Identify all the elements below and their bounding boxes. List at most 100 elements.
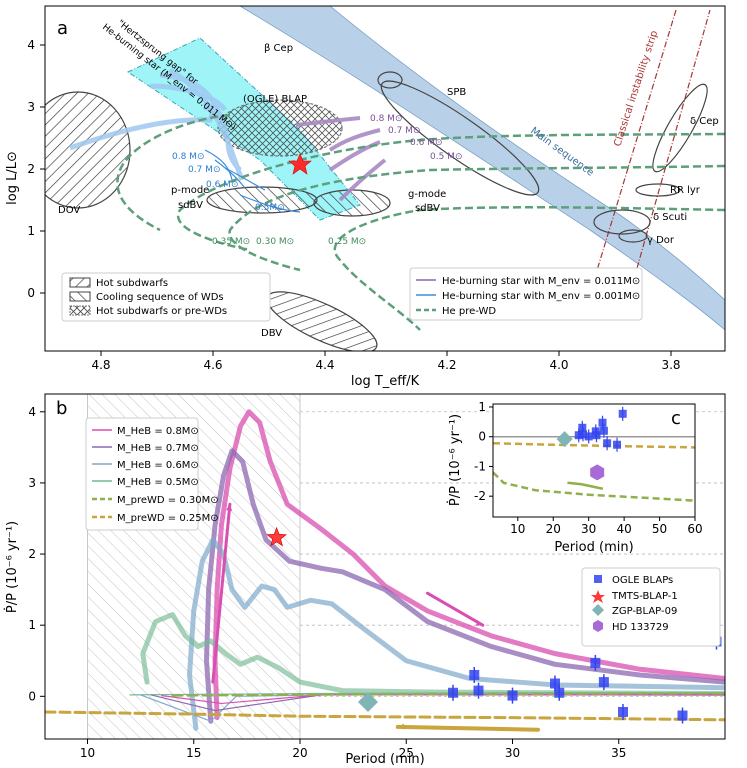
panel-c-letter: c: [671, 408, 681, 429]
arrowhead-rise: [226, 504, 233, 511]
c-ogle-point-1: [578, 423, 587, 432]
a-ytick-4: 4: [27, 38, 35, 52]
c-ogle-point-3: [584, 432, 593, 441]
b-xtick-30: 30: [505, 746, 520, 760]
panel-c-frame: [492, 403, 696, 518]
panel-b-data-points: [266, 526, 722, 724]
he-burning-0.011-tracks: [295, 116, 387, 202]
b-xtick-35: 35: [611, 746, 626, 760]
c-track-prewd-0.25: [493, 442, 695, 449]
p-mode-label: p-mode: [171, 185, 209, 196]
g-mode-sdbv-region: [313, 189, 391, 217]
a-xtick-4.0: 4.0: [549, 358, 568, 372]
delta-cep-label: δ Cep: [690, 116, 719, 127]
panel-b-legend: M_HeB = 0.8M⊙ M_HeB = 0.7M⊙ M_HeB = 0.6M…: [85, 417, 219, 531]
b-xtick-10: 10: [80, 746, 95, 760]
arrow-descend: [426, 591, 485, 627]
blue-mass-label-0.8: 0.8 M⊙: [172, 152, 204, 162]
g-mode-sdbv-label: sdBV: [415, 203, 440, 214]
panel-c-ticks: 10 20 30 40 50 60 -2 -1 0 1: [474, 400, 703, 536]
c-xtick-50: 50: [652, 522, 667, 536]
tmts-blap-1-star-a: [288, 153, 312, 175]
blue-mass-label-0.6: 0.6 M⊙: [206, 180, 238, 190]
legend-mheb-0.6: M_HeB = 0.6M⊙: [117, 460, 199, 471]
c-ogle-point-5: [592, 431, 601, 440]
panel-a-x-ticks: [100, 351, 672, 356]
he-burning-0.001-tracks: [204, 149, 301, 213]
green-mass-label-0.25: 0.25 M⊙: [328, 237, 366, 247]
a-ytick-0: 0: [27, 286, 35, 300]
legend-wd-cooling: Cooling sequence of WDs: [96, 292, 224, 303]
dov-label: DOV: [58, 205, 80, 216]
legend-mheb-0.8: M_HeB = 0.8M⊙: [117, 426, 199, 437]
c-hd-133729-point: [590, 464, 605, 481]
legend-ogle-blaps: OGLE BLAPs: [612, 575, 673, 586]
track-mprewd-0.30: [171, 692, 725, 697]
g-mode-label: g-mode: [408, 189, 446, 200]
blap-label: (OGLE) BLAP: [243, 94, 307, 105]
instability-strip-left: [587, 9, 677, 301]
ogle-blap-point-2: [473, 685, 484, 696]
c-ogle-point-7: [599, 426, 608, 435]
c-ogle-point-6: [598, 418, 607, 427]
ogle-blap-point-4: [550, 678, 560, 689]
c-xtick-40: 40: [616, 522, 631, 536]
legend-mprewd-0.25: M_preWD = 0.25M⊙: [117, 513, 219, 524]
tmts-blap-1-point: [266, 526, 287, 547]
b-xtick-25: 25: [399, 746, 414, 760]
arrowhead-descend: [475, 620, 483, 626]
panel-b-tracks: [45, 409, 725, 732]
instability-strip-label: Classical instability strip: [612, 29, 660, 148]
panel-a-legend-left: Hot subdwarfs Cooling sequence of WDs Ho…: [61, 272, 271, 322]
purple-mass-label-0.6: 0.6 M⊙: [410, 138, 442, 148]
b-xlabel: Period (min): [345, 752, 424, 767]
a-xlabel: log T_eff/K: [351, 374, 420, 389]
c-track-prewd-0.30: [493, 471, 695, 502]
a-xtick-4.8: 4.8: [91, 358, 110, 372]
panel-c-data-points: [556, 406, 627, 481]
a-xtick-3.8: 3.8: [661, 358, 680, 372]
a-ytick-1: 1: [27, 224, 35, 238]
b-xtick-20: 20: [292, 746, 307, 760]
p-mode-sdbv-label: sdBV: [178, 200, 203, 211]
ogle-blap-point-8: [618, 706, 628, 717]
ogle-blap-point-0: [448, 687, 458, 698]
delta-scuti-label: δ Scuti: [653, 212, 687, 223]
panel-b-frame: [44, 393, 726, 740]
ogle-blap-point-9: [677, 710, 688, 721]
rr-lyr-label: RR lyr: [670, 185, 701, 196]
legend-mheb-0.5: M_HeB = 0.5M⊙: [117, 477, 199, 488]
b-ytick-3: 3: [28, 476, 36, 490]
c-xtick-10: 10: [510, 522, 525, 536]
rr-lyr-region: [635, 183, 681, 197]
b-ytick-2: 2: [28, 547, 36, 561]
panel-b-ticks: 10 15 20 25 30 35 0 1 2 3 4: [28, 405, 626, 760]
a-xtick-4.6: 4.6: [203, 358, 222, 372]
he-burning-thick-tracks: [69, 67, 245, 181]
gamma-dor-region: [618, 229, 648, 243]
c-xtick-60: 60: [687, 522, 702, 536]
legend-hot-subdwarfs-prewd: Hot subdwarfs or pre-WDs: [96, 306, 227, 317]
panel-a-letter: a: [57, 18, 68, 39]
panel-b-letter: b: [56, 398, 67, 419]
gamma-dor-label: γ Dor: [647, 235, 675, 246]
panel-a-legend-right: He-burning star with M_env = 0.011M⊙ He-…: [409, 267, 643, 321]
legend-he-burning-0.001: He-burning star with M_env = 0.001M⊙: [442, 291, 640, 302]
c-ytick-1: 1: [478, 400, 486, 414]
ogle-blap-point-3: [507, 690, 518, 701]
beta-cep-label: β Cep: [264, 43, 293, 54]
ogle-blap-point-6: [590, 657, 601, 668]
legend-he-prewd: He pre-WD: [442, 306, 496, 317]
a-ylabel: log L/L⊙: [5, 151, 20, 205]
panel-b-points-legend: OGLE BLAPs TMTS-BLAP-1 ZGP-BLAP-09 HD 13…: [581, 567, 721, 647]
c-ogle-point-9: [613, 440, 622, 449]
spb-region: [380, 80, 540, 196]
b-ytick-1: 1: [28, 618, 36, 632]
panel-a-hr-diagram: 4.8 4.6 4.4 4.2 4.0 3.8 log T_eff/K 0 1 …: [5, 5, 726, 389]
zgp-blap-09-point: [358, 692, 378, 713]
purple-mass-label-0.7: 0.7 M⊙: [388, 126, 420, 136]
panel-a-y-ticks: [40, 44, 45, 294]
spb-label: SPB: [447, 87, 466, 98]
c-ytick--1: -1: [474, 459, 486, 473]
